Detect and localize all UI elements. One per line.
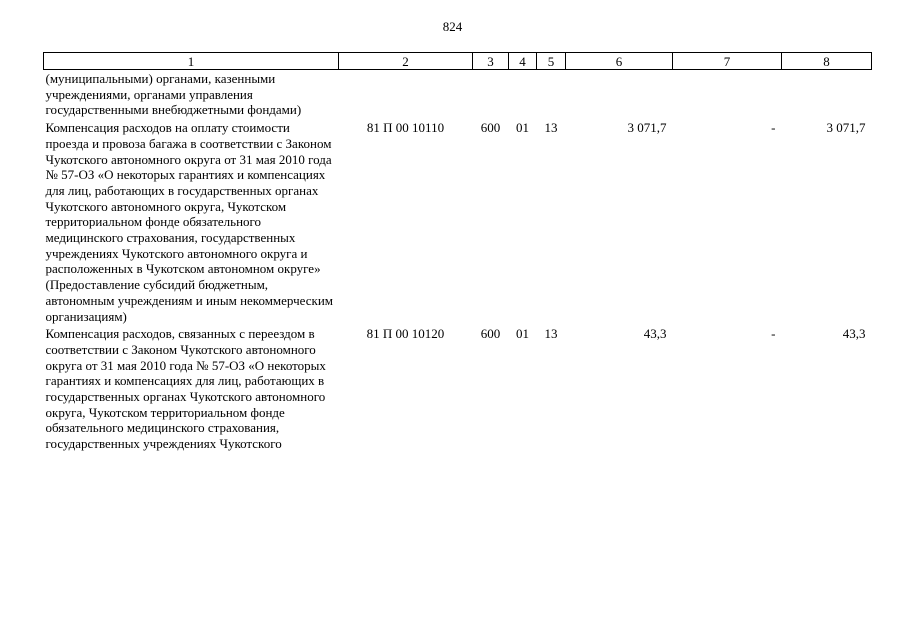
row-amount: 3 071,7	[627, 120, 667, 136]
column-header-8: 8	[781, 52, 872, 70]
row-change	[673, 70, 782, 119]
table-row: (муниципальными) органами, казенными учр…	[44, 70, 872, 119]
column-header-4: 4	[508, 52, 537, 70]
row-type: 600	[480, 326, 501, 342]
row-total: 3 071,7	[826, 120, 866, 136]
column-header-7: 7	[672, 52, 782, 70]
row-change: -	[771, 120, 776, 136]
row-code: 81 П 00 10110	[366, 120, 445, 136]
row-section: 01	[516, 120, 529, 136]
row-section: 01	[516, 326, 529, 342]
row-subsection	[537, 70, 566, 119]
table-row: Компенсация расходов на оплату стоимости…	[44, 118, 872, 324]
row-subsection: 13	[544, 120, 558, 136]
page-number: 824	[442, 19, 463, 34]
row-amount	[566, 70, 673, 119]
row-change: -	[771, 326, 776, 342]
column-header-1: 1	[43, 52, 339, 70]
row-code: 81 П 00 10120	[366, 326, 445, 342]
budget-table: 1 2 3 4 5 6 7 8 (муниципальными) органам…	[43, 52, 872, 452]
row-subsection: 13	[544, 326, 558, 342]
row-amount: 43,3	[643, 326, 667, 342]
row-code	[339, 70, 473, 119]
column-header-2: 2	[338, 52, 473, 70]
row-type	[473, 70, 509, 119]
column-header-5: 5	[536, 52, 566, 70]
row-total: 43,3	[842, 326, 866, 342]
column-number-header-row: 1 2 3 4 5 6 7 8	[43, 52, 872, 70]
column-header-6: 6	[565, 52, 673, 70]
row-description: Компенсация расходов, связанных с переез…	[45, 326, 326, 452]
row-type: 600	[480, 120, 501, 136]
row-section	[509, 70, 537, 119]
column-header-3: 3	[472, 52, 509, 70]
table-row: Компенсация расходов, связанных с переез…	[44, 324, 872, 452]
row-description: Компенсация расходов на оплату стоимости…	[45, 120, 334, 324]
row-total	[782, 70, 872, 119]
row-description: (муниципальными) органами, казенными учр…	[45, 71, 302, 118]
